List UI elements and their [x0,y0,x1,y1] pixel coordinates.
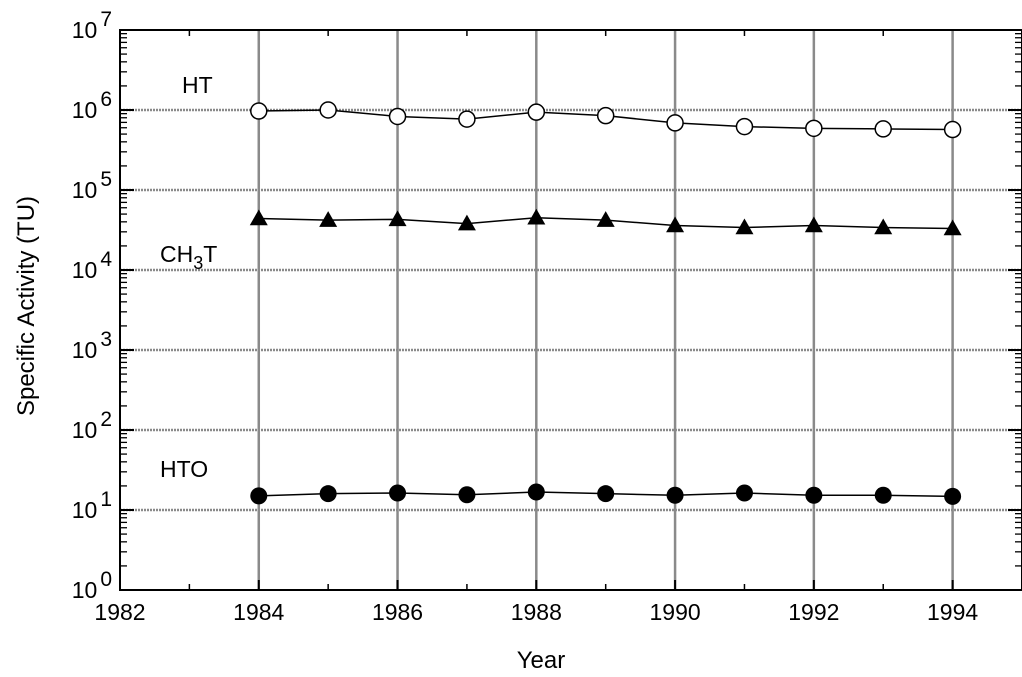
y-tick-label: 10 7 [72,8,112,43]
data-point-hto [319,485,337,503]
data-point-ch3t [388,210,407,227]
minor-ticks [120,30,1022,590]
plot-frame [119,29,1022,591]
data-point-ht [943,120,962,139]
data-point-ht [874,120,892,138]
y-tick-label: 10 4 [72,248,113,283]
data-point-hto [458,486,476,504]
data-point-ht [666,114,684,132]
data-point-ht [250,102,268,120]
x-tick-label: 1984 [233,599,284,625]
data-point-hto [805,486,823,504]
y-tick-base: 10 [72,417,98,443]
data-point-hto [250,487,268,505]
data-point-hto [597,485,615,503]
y-tick-exponent: 2 [100,408,112,431]
data-point-hto [389,484,407,502]
data-point-ht [458,110,476,128]
y-tick-label: 10 1 [72,488,112,523]
x-tick-label: 1982 [94,599,145,625]
series-labels: HT CH3T HTO [160,72,217,482]
y-tick-base: 10 [72,577,98,603]
y-tick-base: 10 [72,177,98,203]
y-tick-base: 10 [72,497,98,523]
data-point-ht [735,117,754,136]
data-point-hto [666,486,684,504]
y-tick-exponent: 4 [100,248,112,271]
series-label-ch3t: CH3T [160,241,217,273]
y-tick-exponent: 6 [100,88,112,111]
data-point-hto [874,486,892,504]
data-point-ht [388,107,407,126]
data-point-ch3t [319,211,338,227]
series-label-hto: HTO [160,456,208,482]
data-point-hto [944,487,962,505]
data-point-ch3t [874,218,893,235]
y-tick-base: 10 [72,337,98,363]
data-point-hto [527,483,545,501]
y-axis-title: Specific Activity (TU) [13,196,40,416]
y-tick-exponent: 1 [100,488,112,511]
data-point-ch3t [943,219,962,236]
x-tick-label: 1988 [511,599,562,625]
data-point-ch3t [596,211,615,227]
y-tick-base: 10 [72,17,98,43]
y-tick-label: 10 5 [72,168,112,203]
data-point-ch3t [735,218,754,235]
y-tick-exponent: 7 [100,8,112,31]
y-tick-exponent: 0 [100,568,112,591]
x-axis-ticks: 1982 1984 1986 1988 1990 1992 1994 [94,580,978,625]
x-tick-label: 1986 [372,599,423,625]
series [249,101,962,505]
data-point-ht [805,119,823,138]
data-point-ht [527,103,546,121]
data-point-ch3t [249,209,268,226]
y-tick-exponent: 5 [100,168,112,191]
data-point-ht [596,106,615,125]
y-tick-base: 10 [72,257,98,283]
data-point-ht [319,101,337,119]
data-point-hto [735,484,753,502]
y-tick-label: 10 2 [72,408,112,443]
data-point-ch3t [457,214,476,231]
data-point-ch3t [666,216,685,233]
x-axis-title: Year [517,647,566,674]
data-point-ch3t [804,216,823,233]
y-tick-base: 10 [72,97,98,123]
x-tick-label: 1992 [788,599,839,625]
x-tick-label: 1990 [649,599,700,625]
y-tick-label: 10 0 [72,568,112,603]
data-point-ch3t [527,208,546,225]
series-label-ht: HT [182,72,213,98]
y-tick-label: 10 3 [72,328,112,363]
y-tick-label: 10 6 [72,88,112,123]
x-tick-label: 1994 [927,599,978,625]
y-tick-exponent: 3 [100,328,112,351]
